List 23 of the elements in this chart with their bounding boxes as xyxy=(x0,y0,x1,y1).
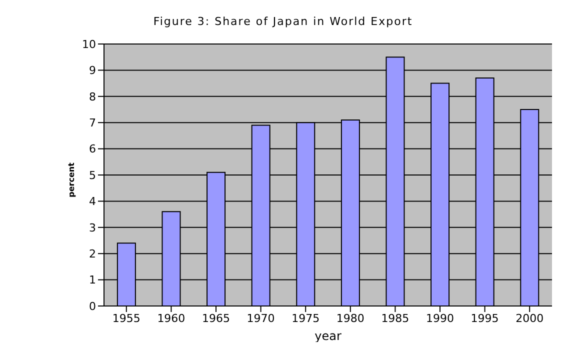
x-tick-label: 1985 xyxy=(381,312,410,325)
y-tick-label: 3 xyxy=(89,221,96,234)
x-tick-label: 1955 xyxy=(112,312,140,325)
y-tick-label: 6 xyxy=(89,142,96,156)
y-tick-label: 4 xyxy=(89,195,96,208)
x-tick-label: 1970 xyxy=(246,312,275,325)
y-tick-label: 5 xyxy=(89,168,96,182)
x-tick-label: 1980 xyxy=(336,312,364,325)
x-tick-label: 1965 xyxy=(202,312,230,325)
y-axis-title: percent xyxy=(67,162,76,198)
y-tick-label: 1 xyxy=(89,274,96,287)
x-tick-label: 2000 xyxy=(516,312,544,325)
y-tick-label: 10 xyxy=(82,38,96,51)
x-tick-label: 1990 xyxy=(426,312,454,325)
x-tick-label: 1975 xyxy=(292,312,320,325)
chart-title: Figure 3: Share of Japan in World Export xyxy=(153,15,413,28)
y-tick-label: 0 xyxy=(89,300,96,313)
y-tick-label: 8 xyxy=(89,90,96,104)
y-tick-label: 7 xyxy=(89,116,96,130)
y-tick-label: 9 xyxy=(89,64,96,78)
y-tick-label: 2 xyxy=(89,248,96,261)
x-tick-label: 1995 xyxy=(470,312,499,325)
x-tick-label: 1960 xyxy=(157,312,186,325)
